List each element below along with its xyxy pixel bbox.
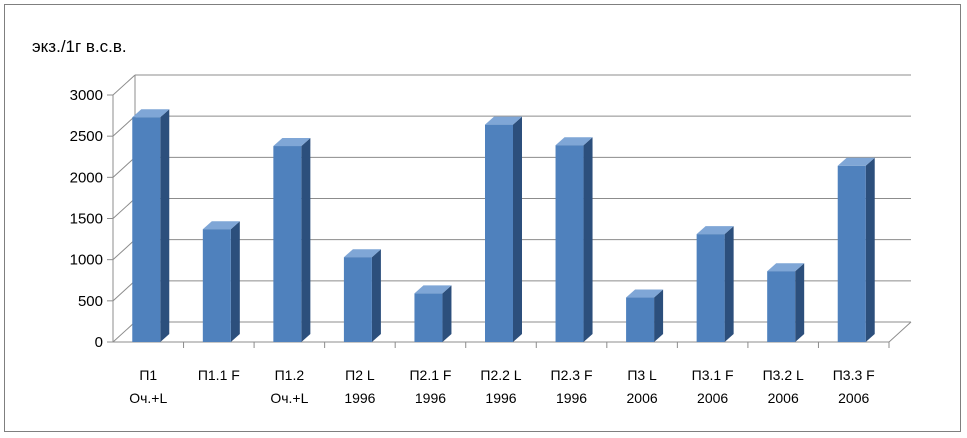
x-tick-label-4-line1: П2.1 F <box>409 367 451 383</box>
gridline-side-1500 <box>112 198 136 219</box>
x-tick-label-5-line1: П2.2 L <box>480 367 521 383</box>
x-tick-label-0-line2: Оч.+L <box>129 390 167 406</box>
x-tick-label-5-line2: 1996 <box>485 390 516 406</box>
bar-2 <box>273 146 302 342</box>
gridline-side-2000 <box>112 156 136 178</box>
bar-1 <box>202 229 231 342</box>
gridline-side-500 <box>112 280 136 302</box>
gridline-side-1000 <box>112 239 136 261</box>
y-tick-label-3000: 3000 <box>70 87 103 104</box>
x-tick-label-2-line1: П1.2 <box>275 367 305 383</box>
y-tick-label-500: 500 <box>78 293 103 310</box>
x-tick-label-10-line1: П3.3 F <box>833 367 875 383</box>
bar-side-1 <box>230 221 240 342</box>
y-axis-title: экз./1г в.с.в. <box>32 37 127 56</box>
bar-top-2 <box>273 138 311 147</box>
y-tick-label-0: 0 <box>95 334 103 351</box>
bar-side-4 <box>442 285 452 342</box>
gridline-side-0 <box>112 321 136 343</box>
x-tick-label-10-line2: 2006 <box>838 390 869 406</box>
bar-top-9 <box>767 263 805 272</box>
x-tick-label-3-line2: 1996 <box>344 390 375 406</box>
floor-right-edge <box>888 321 912 343</box>
y-tick-label-1500: 1500 <box>70 211 103 228</box>
x-tick-label-6-line1: П2.3 F <box>551 367 593 383</box>
x-tick-label-4-line2: 1996 <box>415 390 446 406</box>
bar-6 <box>555 145 584 342</box>
gridline-side-2500 <box>112 115 136 137</box>
x-tick-label-8-line1: П3.1 F <box>692 367 734 383</box>
x-tick-label-7-line1: П3 L <box>627 367 657 383</box>
x-tick-label-9-line1: П3.2 L <box>763 367 804 383</box>
y-tick-label-2000: 2000 <box>70 169 103 186</box>
x-tick-label-7-line2: 2006 <box>627 390 658 406</box>
x-tick-label-6-line2: 1996 <box>556 390 587 406</box>
x-tick-label-9-line2: 2006 <box>768 390 799 406</box>
x-tick-label-0-line1: П1 <box>139 367 157 383</box>
x-tick-label-3-line1: П2 L <box>345 367 375 383</box>
bar-top-10 <box>837 157 875 166</box>
bar-top-4 <box>414 285 452 294</box>
bar-side-10 <box>865 157 875 342</box>
bar-3 <box>343 257 372 342</box>
bar-side-0 <box>160 109 170 342</box>
bar-top-7 <box>626 289 664 298</box>
x-tick-label-2-line2: Оч.+L <box>270 390 308 406</box>
gridline-side-3000 <box>112 74 136 96</box>
x-tick-label-1-line1: П1.1 F <box>198 367 240 383</box>
x-tick-label-8-line2: 2006 <box>697 390 728 406</box>
bar-top-1 <box>202 221 240 230</box>
bar-side-8 <box>724 226 734 342</box>
y-tick-label-1000: 1000 <box>70 252 103 269</box>
bar-side-5 <box>513 116 522 342</box>
bar-5 <box>485 124 513 342</box>
bar-7 <box>626 297 655 342</box>
bar-side-3 <box>371 249 381 342</box>
bar-8 <box>696 234 725 342</box>
bar-side-2 <box>301 138 311 342</box>
bar-0 <box>132 117 161 342</box>
bar-top-8 <box>696 226 734 235</box>
bar-side-9 <box>795 263 805 342</box>
bar-4 <box>414 293 443 342</box>
bar-top-0 <box>132 109 170 118</box>
bar-9 <box>767 271 796 342</box>
bar-top-5 <box>485 116 522 125</box>
bar-side-6 <box>583 137 593 342</box>
bar-10 <box>837 165 866 342</box>
bar-top-3 <box>343 249 381 258</box>
bar-top-6 <box>555 137 593 146</box>
bar-side-7 <box>654 289 664 342</box>
y-tick-label-2500: 2500 <box>70 128 103 145</box>
